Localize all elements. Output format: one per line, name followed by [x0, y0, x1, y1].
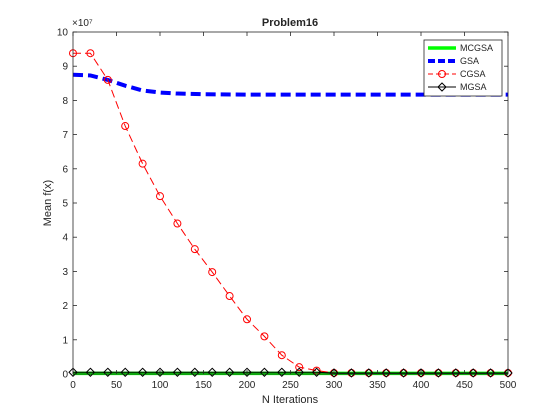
y-tick-label: 2	[62, 301, 68, 312]
chart-title: Problem16	[262, 17, 318, 29]
data-point	[120, 367, 130, 377]
data-point	[381, 368, 391, 378]
x-tick-label: 0	[70, 380, 76, 391]
data-point	[243, 315, 251, 324]
legend: MCGSA GSA CGSA MGSA	[423, 39, 503, 97]
series-gsa	[72, 72, 508, 97]
data-point	[155, 367, 165, 377]
x-tick-label: 150	[195, 380, 212, 391]
legend-marker	[437, 82, 447, 92]
data-point	[103, 75, 112, 84]
data-point	[190, 245, 199, 254]
y-tick-label: 7	[62, 130, 68, 141]
y-tick-label: 4	[62, 233, 68, 244]
x-tick-label: 350	[369, 380, 386, 391]
data-point	[242, 367, 252, 377]
legend-marker	[438, 70, 446, 78]
y-tick-label: 0	[62, 370, 68, 381]
data-point	[121, 122, 130, 131]
y-tick-label: 10	[57, 28, 69, 39]
y-axis-label: Mean f(x)	[42, 180, 54, 226]
y-tick-label: 3	[62, 267, 68, 278]
y-axis: 0 1 2 3 4 5 6 7 8 9 10	[57, 28, 508, 381]
data-point	[260, 332, 269, 341]
data-point	[259, 367, 270, 377]
data-point	[86, 49, 95, 58]
data-point	[225, 292, 234, 301]
x-tick-label: 100	[152, 380, 169, 391]
data-point	[503, 368, 513, 378]
x-tick-label: 200	[239, 380, 256, 391]
data-point	[68, 367, 78, 377]
x-axis: 0 50 100 150 200 250 300 350 400 450 500	[70, 32, 517, 391]
data-point	[137, 367, 148, 377]
y-tick-label: 1	[62, 335, 68, 346]
legend-label: CGSA	[460, 69, 486, 79]
x-tick-label: 300	[326, 380, 343, 391]
data-point	[190, 367, 200, 377]
y-tick-label: 9	[62, 62, 68, 73]
data-point	[346, 368, 357, 378]
data-point	[277, 351, 286, 360]
y-exponent-label: ×10⁷	[72, 18, 93, 29]
data-point	[85, 367, 96, 377]
x-axis-label: N Iterations	[262, 394, 319, 406]
data-point	[451, 368, 461, 378]
data-point	[295, 363, 304, 372]
data-point	[208, 268, 217, 277]
data-point	[329, 368, 339, 378]
data-point	[468, 368, 478, 378]
y-tick-label: 8	[62, 96, 68, 107]
x-tick-label: 500	[500, 380, 517, 391]
x-tick-label: 250	[282, 380, 299, 391]
x-tick-label: 450	[456, 380, 473, 391]
y-tick-label: 6	[62, 164, 68, 175]
data-point	[173, 219, 182, 228]
x-tick-label: 50	[111, 380, 123, 391]
data-point	[311, 367, 322, 377]
data-point	[294, 367, 304, 377]
series-line	[72, 72, 508, 97]
data-point	[364, 368, 374, 378]
legend-label: GSA	[460, 56, 479, 66]
data-point	[156, 192, 164, 201]
plot-lines	[68, 49, 513, 378]
data-point	[172, 367, 183, 377]
data-point	[485, 368, 496, 378]
x-tick-label: 400	[413, 380, 430, 391]
legend-label: MGSA	[460, 82, 487, 92]
data-point	[138, 159, 147, 168]
data-point	[224, 367, 235, 377]
data-point	[416, 368, 426, 378]
data-point	[103, 367, 113, 377]
data-point	[398, 368, 409, 378]
data-point	[207, 367, 217, 377]
y-tick-label: 5	[62, 199, 68, 210]
legend-label: MCGSA	[460, 43, 493, 53]
data-point	[277, 367, 287, 377]
data-point	[433, 368, 444, 378]
